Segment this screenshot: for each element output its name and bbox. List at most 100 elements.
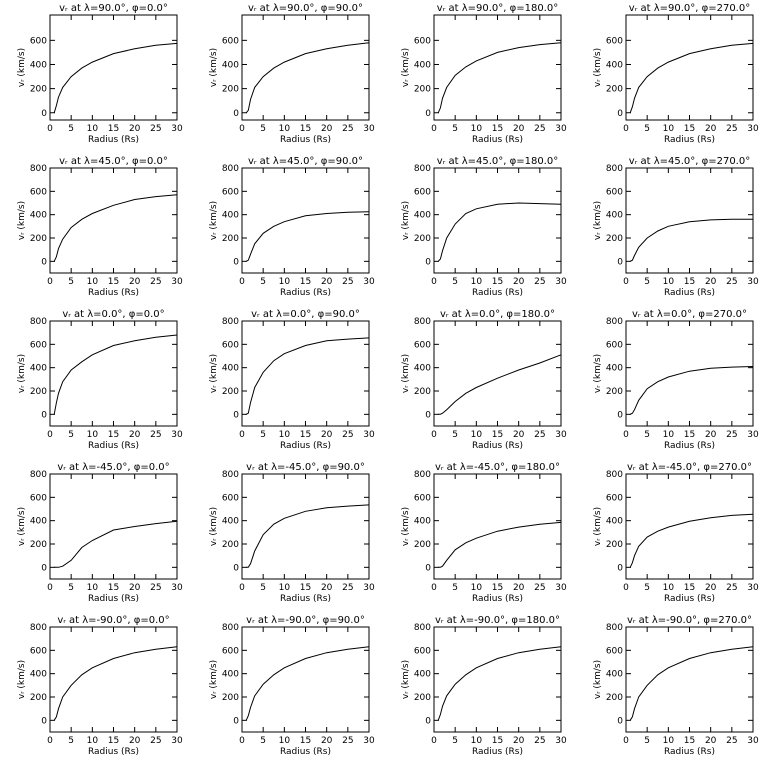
y-tick-label: 200 [414,234,431,244]
x-tick-label: 5 [644,736,650,746]
x-tick-label: 0 [431,583,437,593]
y-axis-label: vᵣ (km/s) [209,354,219,393]
x-tick-label: 30 [363,736,375,746]
chart-title: vᵣ at λ=-45.0°, φ=180.0° [435,462,560,473]
x-tick-label: 30 [363,430,375,440]
y-tick-label: 800 [414,623,431,633]
y-axis-label: vᵣ (km/s) [401,660,411,699]
chart-title: vᵣ at λ=90.0°, φ=180.0° [437,3,558,14]
x-tick-label: 5 [260,430,266,440]
x-tick-label: 10 [663,277,675,287]
x-tick-label: 30 [555,583,567,593]
x-axis-label: Radius (Rs) [88,441,139,451]
x-tick-label: 25 [726,430,737,440]
y-axis-label: vᵣ (km/s) [401,201,411,240]
x-axis-label: Radius (Rs) [88,747,139,757]
x-tick-label: 25 [150,277,161,287]
y-tick-label: 400 [606,60,623,70]
x-tick-label: 10 [87,430,99,440]
y-tick-label: 800 [30,164,47,174]
y-axis-label: vᵣ (km/s) [593,48,603,87]
data-line [629,646,754,721]
x-tick-label: 20 [705,277,717,287]
x-tick-label: 0 [623,277,629,287]
y-axis-label: vᵣ (km/s) [17,507,27,546]
x-tick-label: 5 [260,124,266,134]
x-tick-label: 25 [534,277,545,287]
y-tick-label: 200 [414,693,431,703]
y-axis-label: vᵣ (km/s) [209,201,219,240]
data-line [53,42,178,113]
y-tick-label: 600 [30,187,47,197]
y-tick-label: 600 [414,340,431,350]
x-tick-label: 10 [279,736,291,746]
x-tick-label: 0 [623,124,629,134]
y-tick-label: 800 [414,317,431,327]
y-tick-label: 800 [222,317,239,327]
x-tick-label: 25 [534,124,545,134]
y-tick-label: 800 [606,470,623,480]
x-tick-label: 15 [300,736,311,746]
x-tick-label: 5 [68,277,74,287]
y-axis-label: vᵣ (km/s) [17,660,27,699]
x-tick-label: 30 [363,583,375,593]
x-tick-label: 15 [684,736,695,746]
x-tick-label: 30 [555,124,567,134]
x-tick-label: 0 [623,583,629,593]
x-tick-label: 5 [452,736,458,746]
y-tick-label: 0 [233,716,239,726]
y-tick-label: 800 [414,164,431,174]
x-tick-label: 15 [492,583,503,593]
x-tick-label: 30 [171,277,183,287]
y-tick-label: 0 [617,563,623,573]
x-tick-label: 30 [363,124,375,134]
data-line [53,194,178,262]
data-line [437,646,562,721]
x-tick-label: 5 [260,736,266,746]
chart-title: vᵣ at λ=45.0°, φ=90.0° [248,156,363,167]
data-line [438,354,562,415]
x-tick-label: 25 [342,736,353,746]
x-tick-label: 20 [513,583,525,593]
x-tick-label: 30 [363,277,375,287]
x-axis-label: Radius (Rs) [472,441,523,451]
chart-title: vᵣ at λ=-90.0°, φ=270.0° [627,615,752,626]
x-axis-label: Radius (Rs) [472,594,523,604]
y-axis-label: vᵣ (km/s) [401,354,411,393]
y-tick-label: 400 [30,211,47,221]
x-axis-label: Radius (Rs) [472,747,523,757]
y-tick-label: 600 [606,340,623,350]
x-tick-label: 25 [150,430,161,440]
y-tick-label: 600 [222,646,239,656]
x-tick-label: 10 [663,736,675,746]
x-tick-label: 30 [747,430,759,440]
x-tick-label: 0 [239,583,245,593]
chart-title: vᵣ at λ=-45.0°, φ=0.0° [57,462,169,473]
x-tick-label: 30 [555,430,567,440]
x-tick-label: 20 [513,124,525,134]
y-tick-label: 200 [222,387,239,397]
x-axis-label: Radius (Rs) [664,747,715,757]
x-tick-label: 15 [684,583,695,593]
x-tick-label: 5 [68,736,74,746]
chart-title: vᵣ at λ=-90.0°, φ=0.0° [57,615,169,626]
y-tick-label: 600 [222,187,239,197]
y-tick-label: 200 [222,85,239,95]
y-tick-label: 400 [606,364,623,374]
x-tick-label: 15 [684,430,695,440]
y-tick-label: 0 [425,563,431,573]
y-tick-label: 600 [222,36,239,46]
x-tick-label: 20 [129,277,141,287]
y-tick-label: 200 [414,540,431,550]
x-tick-label: 15 [300,583,311,593]
y-tick-label: 0 [233,410,239,420]
x-axis-label: Radius (Rs) [280,288,331,298]
y-tick-label: 600 [606,36,623,46]
y-tick-label: 400 [414,364,431,374]
x-tick-label: 0 [431,277,437,287]
y-tick-label: 0 [617,109,623,119]
y-tick-label: 400 [30,60,47,70]
y-tick-label: 0 [617,716,623,726]
y-tick-label: 400 [606,670,623,680]
